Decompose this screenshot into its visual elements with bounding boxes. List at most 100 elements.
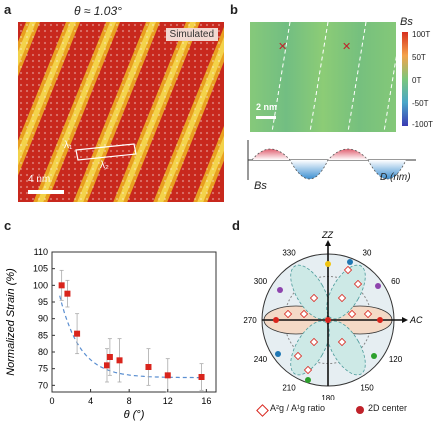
center-dot: [325, 317, 331, 323]
field-profile: [247, 140, 416, 180]
lobe-upper-right: [326, 264, 366, 320]
polar-plot: ZZ AC 30 60 120 150 180 210 240 270 300 330: [243, 230, 423, 400]
ratio-marker: [299, 309, 309, 319]
angle-label: 210: [282, 384, 296, 393]
panel-b-label: b: [230, 2, 238, 17]
moire-lattice: [18, 22, 224, 202]
colorbar-tick-m100: -100T: [412, 120, 433, 129]
strain-chart: 0 4 8 12 16 70 75 80 85 90 95 100 105 110 θ (°) Norma…: [5, 247, 217, 421]
legend-center-marker: [356, 406, 364, 414]
x-tick-label: 4: [88, 396, 93, 406]
data-point: [74, 330, 81, 337]
profile-xlabel: D (nm): [380, 172, 411, 183]
center-dot: [375, 283, 381, 289]
ratio-marker: [343, 265, 353, 275]
colorbar-tick-50: 50T: [412, 53, 426, 62]
simulated-tag: Simulated: [165, 28, 218, 41]
center-dot: [371, 353, 377, 359]
angle-label: 30: [363, 248, 372, 257]
moire-unit-cell: [75, 143, 137, 161]
scale-bar-a-label: 4 nm: [28, 174, 51, 185]
data-point: [106, 354, 113, 360]
data-point: [145, 364, 152, 370]
ratio-marker: [337, 293, 347, 303]
ratio-marker: [353, 279, 363, 289]
ac-label: AC: [409, 315, 423, 325]
scale-bar-b-label: 2 nm: [256, 102, 278, 112]
zz-label: ZZ: [321, 230, 333, 240]
center-dot: [325, 261, 331, 267]
y-tick-label: 95: [38, 297, 48, 307]
lobe-upper-left: [290, 264, 330, 320]
panel-c-label: c: [4, 218, 12, 233]
y-tick-label: 80: [38, 347, 48, 357]
center-dot: [347, 259, 353, 265]
lobe-lower-left: [290, 320, 330, 376]
data-point: [64, 290, 71, 297]
plot-area: [51, 251, 217, 393]
ratio-marker: [337, 337, 347, 347]
angle-label: 270: [243, 316, 257, 325]
y-tick-label: 110: [34, 247, 48, 257]
legend-ratio-marker: [256, 404, 269, 417]
angle-label: 240: [254, 355, 268, 364]
data-point: [198, 374, 205, 380]
legend-center-label: 2D center: [368, 403, 408, 413]
ratio-marker: [363, 309, 373, 319]
data-point: [58, 282, 65, 289]
lambda2-label: λ₂: [100, 160, 109, 171]
fit-curve: [59, 295, 205, 379]
field-map: ✕ ✕ 2 nm: [250, 22, 396, 132]
center-dot: [273, 317, 279, 323]
angle-label: 120: [389, 355, 403, 364]
ac-arrow: [402, 317, 408, 323]
center-dot: [377, 317, 383, 323]
svg-text:✕: ✕: [342, 41, 351, 53]
data-point: [116, 357, 123, 364]
panel-a-theta: θ ≈ 1.03°: [74, 4, 122, 18]
y-tick-label: 70: [38, 380, 48, 390]
x-axis-label: θ (°): [124, 409, 145, 421]
lambda1-label: λ₁: [64, 140, 73, 151]
angle-label: 330: [282, 248, 296, 257]
moire-image: Simulated λ₁ λ₂ 4 nm: [18, 22, 224, 202]
x-tick-label: 16: [201, 396, 211, 406]
angle-label: 300: [254, 277, 268, 286]
x-tick-label: 12: [163, 396, 173, 406]
scale-bar-a: [28, 190, 64, 194]
center-dot: [275, 351, 281, 357]
panel-d-label: d: [232, 218, 240, 233]
y-tick-label: 75: [38, 364, 48, 374]
center-dot: [277, 287, 283, 293]
ratio-marker: [309, 293, 319, 303]
x-tick-label: 0: [49, 396, 54, 406]
ratio-marker: [303, 365, 313, 375]
data-point: [103, 362, 110, 369]
center-dot: [305, 377, 311, 383]
y-tick-label: 85: [38, 330, 48, 340]
ratio-marker: [347, 309, 357, 319]
colorbar-title: Bs: [400, 16, 413, 28]
legend-ratio-label: A²g / A¹g ratio: [270, 403, 326, 413]
data-point: [164, 372, 171, 379]
ratio-marker: [293, 351, 303, 361]
angle-label: 60: [391, 277, 400, 286]
angle-label: 180: [321, 394, 335, 400]
profile-ylabel: Bs: [254, 180, 267, 192]
colorbar-tick-100: 100T: [412, 30, 431, 39]
y-tick-label: 105: [33, 264, 48, 274]
y-axis-label: Normalized Strain (%): [5, 268, 17, 376]
y-tick-label: 90: [38, 314, 48, 324]
colorbar: [402, 32, 408, 126]
y-tick-label: 100: [33, 280, 48, 290]
angle-label: 150: [360, 384, 374, 393]
lobe-lower-right: [326, 320, 366, 376]
panel-a-label: a: [4, 2, 12, 17]
zz-arrow: [325, 240, 331, 246]
colorbar-tick-0: 0T: [412, 76, 422, 85]
ratio-marker: [309, 337, 319, 347]
ratio-marker: [283, 309, 293, 319]
x-tick-label: 8: [127, 396, 132, 406]
svg-text:✕: ✕: [278, 41, 287, 53]
colorbar-tick-m50: -50T: [412, 99, 429, 108]
